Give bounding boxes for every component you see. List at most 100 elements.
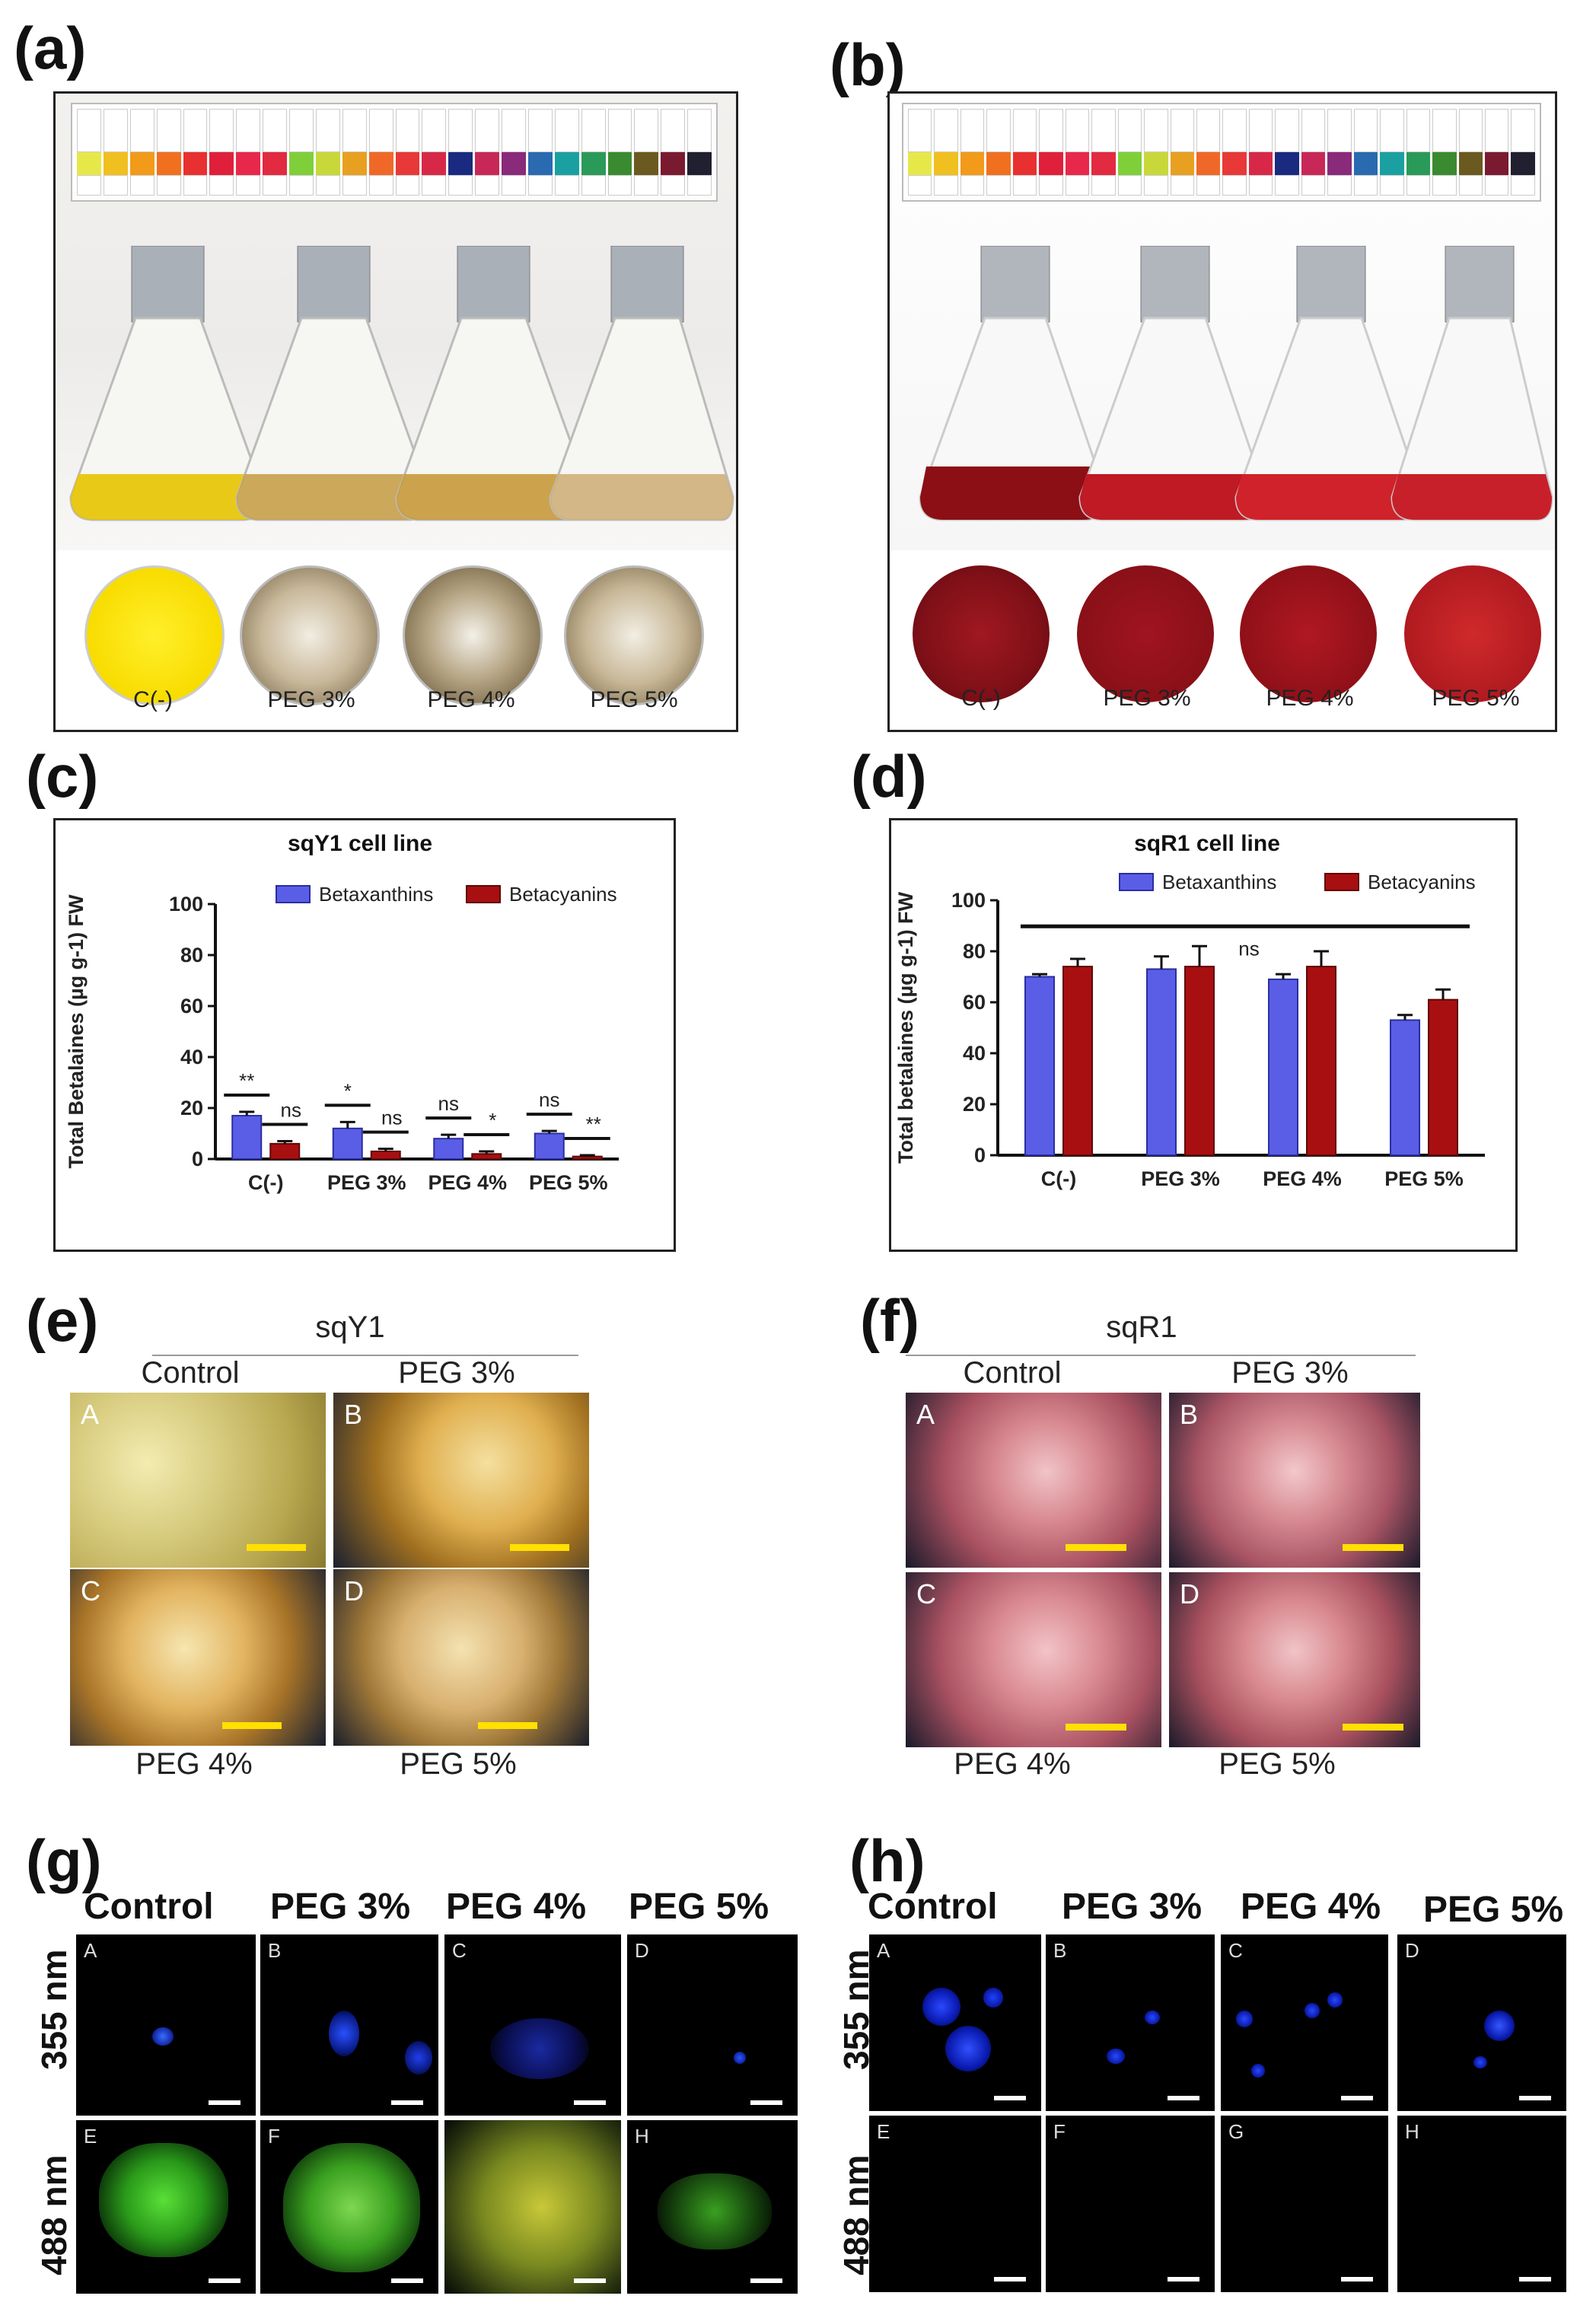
x-tick-label: PEG 3% (327, 1171, 406, 1194)
micro-f-B: B (1169, 1393, 1420, 1568)
legend-label-betacyanins: Betacyanins (1368, 871, 1476, 893)
fluo-g-letter-B: B (268, 1939, 282, 1962)
significance-mark: ns (1238, 937, 1259, 960)
significance-mark: * (344, 1079, 352, 1102)
micro-f-letter-C: C (916, 1578, 936, 1610)
scale-bar (1168, 2277, 1199, 2281)
significance-mark: * (489, 1109, 496, 1132)
scale-bar (1519, 2277, 1551, 2281)
micro-f-col-4: PEG 5% (1219, 1747, 1336, 1781)
x-tick-label: PEG 5% (1384, 1167, 1464, 1190)
fluo-h-C: C (1221, 1934, 1388, 2111)
dish-label-a-2: PEG 3% (267, 687, 355, 712)
fluo-g-D: D (627, 1934, 798, 2116)
bar-betaxanthins (1024, 976, 1055, 1156)
fluo-g-row-1: 355 nm (34, 1949, 74, 2070)
fluo-h-H: H (1397, 2116, 1566, 2292)
panel-label-b: (b) (830, 31, 906, 98)
dish-label-b-1: C(-) (961, 686, 1001, 711)
significance-mark: ns (381, 1107, 402, 1129)
fluo-h-col-3: PEG 4% (1241, 1887, 1381, 1927)
scale-bar (391, 2100, 423, 2105)
x-tick-label: PEG 4% (1263, 1167, 1342, 1190)
legend-swatch-betacyanins (1324, 873, 1359, 891)
significance-mark: ns (438, 1092, 459, 1115)
scale-bar (1341, 2277, 1373, 2281)
dish-a-3 (403, 565, 543, 705)
fluo-g-letter-E: E (84, 2125, 97, 2148)
dish-a-1 (84, 565, 225, 705)
panel-label-c: (c) (26, 743, 99, 810)
fluo-h-letter-B: B (1053, 1939, 1067, 1962)
dish-b-1 (913, 565, 1050, 702)
bar-betacyanins (269, 1142, 301, 1160)
dish-a-2 (240, 565, 380, 705)
micro-f-col-1: Control (963, 1356, 1062, 1390)
y-tick-label: 100 (951, 889, 986, 912)
scale-bar (222, 1722, 282, 1729)
significance-mark: ** (239, 1069, 254, 1092)
bar-betaxanthins (433, 1138, 464, 1161)
color-reference-chart-a (71, 103, 718, 202)
scale-bar (391, 2278, 423, 2283)
fluo-h-letter-C: C (1228, 1939, 1243, 1962)
y-axis-label: Total betalaines (µg g-1) FW (894, 891, 917, 1164)
x-tick-label: C(-) (1041, 1167, 1076, 1190)
panel-label-a: (a) (14, 14, 87, 81)
panel-label-g: (g) (26, 1827, 102, 1894)
fluo-g-letter-C: C (452, 1939, 467, 1962)
micro-f-C: C (906, 1572, 1161, 1747)
scale-bar (209, 2100, 241, 2105)
fluo-h-col-1: Control (868, 1887, 998, 1927)
bar-betaxanthins (1390, 1019, 1420, 1157)
bar-betaxanthins (534, 1132, 565, 1160)
micro-f-col-2: PEG 3% (1231, 1356, 1349, 1390)
scale-bar (1066, 1544, 1126, 1551)
y-tick-label: 60 (963, 991, 986, 1014)
dish-label-a-4: PEG 5% (590, 687, 678, 712)
micro-f-letter-D: D (1180, 1578, 1199, 1610)
fluo-g-G: G (444, 2120, 621, 2294)
micro-e-col-3: PEG 4% (135, 1747, 253, 1781)
y-tick-label: 0 (192, 1148, 203, 1170)
fluo-g-letter-D: D (635, 1939, 649, 1962)
legend-label-betaxanthins: Betaxanthins (319, 883, 433, 906)
scale-bar (1343, 1724, 1403, 1731)
legend-swatch-betacyanins (466, 885, 501, 903)
fluo-h-F: F (1046, 2116, 1215, 2292)
bar-betacyanins (471, 1153, 502, 1160)
y-axis-label: Total Betalaines (µg g-1) FW (65, 894, 88, 1169)
micro-e-title: sqY1 (315, 1310, 385, 1344)
fluo-h-letter-G: G (1228, 2120, 1244, 2143)
micro-f-title: sqR1 (1106, 1310, 1177, 1344)
fluo-g-H: H (627, 2120, 798, 2294)
fluo-g-A: A (76, 1934, 256, 2116)
dish-b-4 (1404, 565, 1541, 702)
panel-b-photo: C(-) PEG 3% PEG 4% PEG 5% (887, 91, 1557, 732)
y-tick-label: 20 (963, 1093, 986, 1116)
significance-mark: ns (281, 1099, 301, 1122)
micro-e-letter-B: B (344, 1399, 363, 1430)
fluo-g-col-3: PEG 4% (446, 1887, 587, 1927)
bar-betacyanins (1306, 966, 1336, 1156)
y-tick-label: 20 (180, 1097, 203, 1119)
fluo-h-A: A (869, 1934, 1041, 2111)
fluo-g-E: E (76, 2120, 256, 2294)
scale-bar (209, 2278, 241, 2283)
bar-betacyanins (1184, 966, 1215, 1156)
scale-bar (750, 2100, 782, 2105)
scale-bar (994, 2096, 1026, 2100)
y-tick-label: 40 (180, 1046, 203, 1068)
y-tick-label: 100 (169, 893, 203, 915)
y-tick-label: 80 (963, 940, 986, 963)
bar-betacyanins (1428, 998, 1458, 1156)
fluo-h-G: G (1221, 2116, 1388, 2292)
legend-swatch-betaxanthins (1119, 873, 1154, 891)
dish-a-4 (564, 565, 704, 705)
scale-bar (994, 2277, 1026, 2281)
panel-label-e: (e) (26, 1287, 99, 1354)
panel-a-photo: C(-) PEG 3% PEG 4% PEG 5% (53, 91, 738, 732)
micro-e-col-2: PEG 3% (398, 1356, 515, 1390)
micro-e-letter-A: A (81, 1399, 100, 1430)
chart-title: sqR1 cell line (1134, 831, 1280, 856)
